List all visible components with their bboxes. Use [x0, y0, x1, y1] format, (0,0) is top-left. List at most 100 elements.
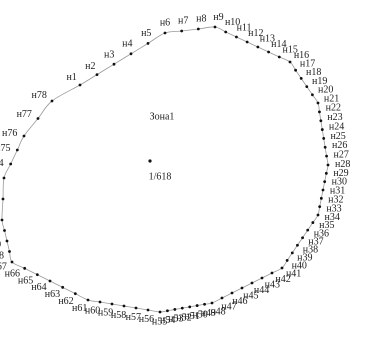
node-dot — [224, 30, 228, 34]
node-dot — [146, 308, 150, 312]
node-label: н48 — [210, 307, 225, 318]
node-label: н65 — [18, 275, 33, 286]
node-dot — [325, 154, 328, 158]
node-label: н76 — [2, 128, 17, 139]
node-dot — [8, 250, 11, 253]
node-label: н75 — [0, 143, 10, 154]
node-label: н6 — [160, 17, 170, 28]
node-label: н50 — [192, 310, 207, 321]
zone-boundary — [1, 26, 329, 313]
node-dot — [50, 99, 54, 103]
node-label: н52 — [176, 312, 191, 323]
node-dot — [122, 304, 126, 308]
node-label: н68 — [0, 250, 4, 261]
node-dot — [180, 29, 184, 33]
node-dot — [270, 271, 274, 275]
node-dot — [267, 50, 270, 54]
node-label: н23 — [327, 112, 342, 123]
node-label: н47 — [221, 301, 236, 312]
node-label: н56 — [139, 314, 154, 325]
node-dot — [322, 137, 326, 140]
node-dot — [48, 279, 52, 283]
node-label: н18 — [306, 67, 321, 78]
node-label: н24 — [329, 121, 344, 132]
node-dot — [256, 45, 260, 49]
node-dot — [318, 205, 322, 209]
node-label: н13 — [260, 33, 275, 44]
node-label: н11 — [237, 22, 252, 33]
node-label: н37 — [308, 236, 323, 247]
node-label: н46 — [232, 296, 247, 307]
node-dot — [319, 196, 323, 200]
node-dot — [299, 77, 303, 80]
node-dot — [306, 228, 310, 232]
node-dot — [78, 83, 82, 87]
node-label: н31 — [330, 186, 345, 197]
node-label: н8 — [196, 14, 206, 25]
node-dot — [296, 243, 299, 247]
zone-center — [148, 159, 152, 163]
node-dot — [3, 229, 6, 232]
node-dot — [158, 310, 162, 314]
node-label: н25 — [330, 131, 345, 142]
node-dot — [326, 163, 330, 167]
node-dot — [61, 285, 65, 289]
node-label: н64 — [31, 282, 46, 293]
node-dot — [230, 291, 234, 295]
node-dot — [195, 304, 199, 307]
node-label: н77 — [17, 109, 32, 120]
node-dot — [1, 197, 5, 201]
node-label: н16 — [294, 50, 309, 61]
node-dot — [323, 180, 327, 184]
node-dot — [203, 302, 206, 306]
node-dot — [280, 266, 284, 270]
node-dot — [0, 218, 4, 222]
node-label: н78 — [32, 90, 47, 101]
node-dot — [277, 55, 281, 59]
node-label: н35 — [319, 220, 334, 231]
node-dot — [321, 188, 325, 192]
node-label: н59 — [98, 308, 113, 319]
node-label: н36 — [314, 228, 329, 239]
node-label: н45 — [243, 291, 258, 302]
node-label: н39 — [297, 253, 312, 264]
node-label: н22 — [326, 103, 341, 114]
node-label: н19 — [312, 76, 327, 87]
node-dot — [129, 52, 133, 56]
node-label: н51 — [184, 311, 199, 322]
node-dot — [23, 266, 27, 270]
zone-label: Зона1 — [150, 111, 175, 122]
node-dot — [323, 145, 327, 149]
node-dot — [110, 302, 114, 306]
node-label: н38 — [303, 245, 318, 256]
node-dot — [288, 60, 292, 64]
node-dot — [250, 281, 254, 285]
node-dot — [324, 171, 328, 175]
node-label: н60 — [85, 305, 100, 316]
node-label: н32 — [328, 194, 343, 205]
node-label: н29 — [333, 168, 348, 179]
node-dot — [15, 148, 19, 152]
node-label: н49 — [201, 308, 216, 319]
node-dot — [10, 260, 14, 264]
node-label: н43 — [265, 280, 280, 291]
node-dot — [5, 239, 9, 243]
node-label: н7 — [178, 15, 188, 26]
node-label: н33 — [326, 203, 341, 214]
node-dot — [22, 134, 26, 138]
node-label: н41 — [286, 269, 301, 280]
node-label: н40 — [292, 261, 307, 272]
node-label: н26 — [332, 140, 347, 151]
node-label: н57 — [126, 312, 141, 323]
node-label: н66 — [5, 268, 20, 279]
node-dot — [305, 85, 309, 88]
node-label: н74 — [0, 158, 4, 169]
node-label: н10 — [225, 17, 240, 28]
node-dot — [166, 309, 169, 313]
node-label: н34 — [324, 212, 339, 223]
node-label: н30 — [332, 177, 347, 188]
node-label: н61 — [72, 303, 87, 314]
node-dot — [220, 296, 224, 300]
node-label: н27 — [334, 150, 349, 161]
node-dot — [290, 251, 294, 255]
